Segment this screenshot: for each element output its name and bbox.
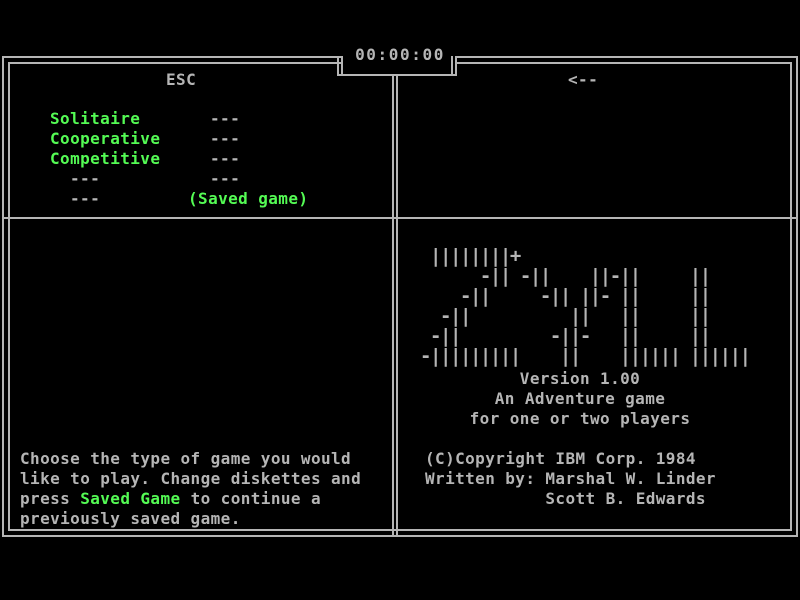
timer-notch [341, 54, 455, 68]
instructions-line: like to play. Change diskettes and [20, 469, 362, 488]
timer-notch-left-line [337, 56, 343, 76]
menu-slot-placeholder: --- [210, 129, 241, 148]
instructions-text: Choose the type of game you would like t… [20, 449, 361, 529]
instructions-line: previously saved game. [20, 509, 241, 528]
menu-slot-placeholder: --- [210, 149, 241, 168]
timer-notch-right-line [451, 56, 457, 76]
instructions-line: press Saved Game to continue a [20, 489, 361, 509]
timer-notch-bottom-line [337, 74, 457, 76]
menu-item-solitaire[interactable]: Solitaire [50, 109, 141, 128]
version-text: Version 1.00 [519, 369, 641, 388]
tagline-line: for one or two players [469, 409, 691, 428]
menu-slot-placeholder: --- [70, 189, 101, 208]
menu-item-saved-game[interactable]: (Saved game) [188, 189, 309, 208]
zyll-ascii-logo: ||||||||+ -|| -|| ||-|| || -|| -|| ||- |… [420, 245, 751, 367]
menu-slot-placeholder: --- [210, 109, 241, 128]
middle-divider [2, 217, 798, 219]
saved-game-highlight: Saved Game [80, 489, 181, 508]
esc-key-hint: ESC [166, 70, 197, 89]
menu-item-cooperative[interactable]: Cooperative [50, 129, 161, 148]
instructions-line-part: to continue a [180, 489, 321, 508]
menu-item-competitive[interactable]: Competitive [50, 149, 161, 168]
back-arrow-hint: <-- [568, 70, 599, 89]
instructions-line: Choose the type of game you would [20, 449, 352, 468]
game-timer: 00:00:00 [355, 45, 445, 64]
menu-slot-placeholder: --- [210, 169, 241, 188]
credit-line: Scott B. Edwards [425, 489, 706, 508]
center-divider [392, 76, 398, 537]
credits-block: (C)Copyright IBM Corp. 1984 Written by: … [425, 449, 716, 509]
instructions-line-part: press [20, 489, 81, 508]
menu-slot-placeholder: --- [70, 169, 101, 188]
credit-line: Written by: Marshal W. Linder [425, 469, 716, 488]
copyright-text: (C)Copyright IBM Corp. 1984 [425, 449, 696, 468]
about-block: Version 1.00 An Adventure game for one o… [420, 369, 740, 429]
tagline-line: An Adventure game [494, 389, 666, 408]
